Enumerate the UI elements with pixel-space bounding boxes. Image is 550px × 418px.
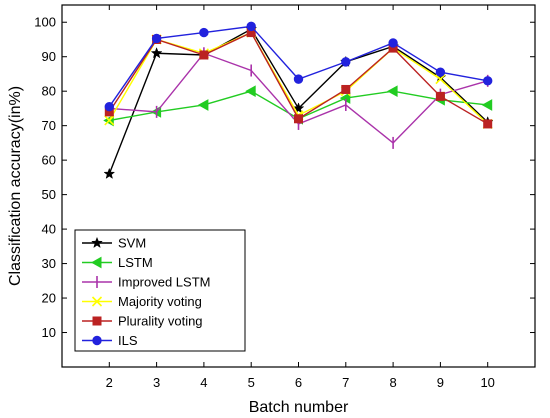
data-point: [104, 115, 115, 126]
legend-marker: [91, 296, 103, 307]
data-point: [103, 167, 116, 179]
legend-item: ILS: [82, 333, 138, 348]
y-tick-label: 50: [42, 187, 56, 202]
y-axis-label: Classification accuracy(in%): [7, 86, 24, 286]
data-point: [245, 85, 256, 98]
x-tick-label: 10: [480, 375, 494, 390]
legend-label: Plurality voting: [118, 314, 203, 329]
legend-item: Plurality voting: [82, 314, 203, 329]
x-axis: 2 3 4 5 6 7 8 9 10: [106, 5, 495, 390]
y-tick-label: 90: [42, 49, 56, 64]
data-point: [199, 27, 209, 38]
x-tick-label: 3: [153, 375, 160, 390]
legend-label: Majority voting: [118, 294, 202, 309]
x-tick-label: 5: [248, 375, 255, 390]
x-tick-label: 4: [200, 375, 207, 390]
legend-label: LSTM: [118, 255, 153, 270]
data-point: [341, 84, 351, 94]
data-point: [387, 85, 398, 98]
legend-item: Improved LSTM: [82, 275, 210, 290]
y-tick-label: 10: [42, 325, 56, 340]
data-point: [341, 57, 351, 67]
y-tick-label: 40: [42, 222, 56, 237]
data-point: [294, 114, 303, 124]
legend-box: [74, 229, 246, 352]
legend-marker: [92, 316, 102, 326]
x-axis-label: Batch number: [249, 399, 349, 416]
data-point: [104, 102, 115, 112]
y-tick-label: 80: [42, 84, 56, 99]
y-tick-label: 70: [42, 118, 56, 133]
data-point: [151, 33, 162, 44]
x-tick-label: 8: [389, 375, 396, 390]
x-tick-label: 9: [437, 375, 444, 390]
y-axis: 10 20 30 40 50 60 70 80 90 100: [34, 15, 535, 340]
legend: SVM LSTM Improved LSTM Majority voting Plura…: [74, 229, 246, 352]
series-line: [108, 28, 489, 175]
series-layer: [103, 21, 494, 179]
data-point: [388, 38, 398, 48]
y-tick-label: 60: [42, 153, 56, 168]
data-point: [481, 99, 493, 111]
y-tick-label: 30: [42, 256, 56, 271]
legend-marker: [92, 335, 102, 346]
data-point: [150, 47, 163, 59]
legend-marker: [91, 236, 103, 249]
y-tick-label: 100: [34, 15, 56, 30]
data-point: [435, 91, 445, 101]
legend-label: ILS: [118, 333, 138, 348]
x-tick-label: 2: [106, 375, 113, 390]
data-point: [483, 119, 493, 129]
data-point: [197, 99, 209, 111]
legend-item: LSTM: [82, 255, 153, 270]
x-tick-label: 7: [342, 375, 349, 390]
data-point: [483, 76, 493, 86]
data-point: [292, 102, 305, 114]
x-tick-label: 6: [295, 375, 302, 390]
data-point: [199, 50, 209, 60]
legend-label: Improved LSTM: [118, 275, 210, 290]
data-point: [435, 67, 446, 77]
legend-marker: [90, 256, 102, 269]
series-line: [108, 25, 488, 108]
y-tick-label: 20: [42, 291, 56, 306]
legend-item: Majority voting: [82, 294, 202, 309]
data-point: [435, 74, 446, 85]
data-point: [246, 21, 256, 32]
legend-label: SVM: [118, 236, 146, 251]
legend-item: SVM: [82, 236, 146, 251]
series-ils: [104, 21, 493, 112]
data-point: [293, 74, 304, 84]
